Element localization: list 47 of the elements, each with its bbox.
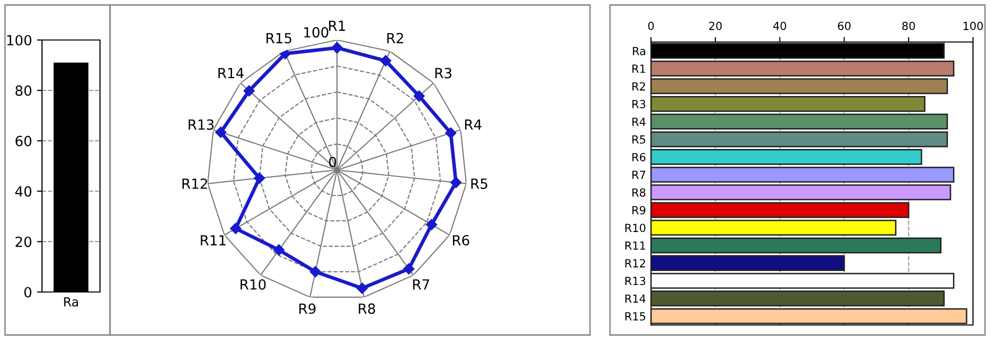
y-tick-label: R6: [632, 152, 646, 162]
bar: [651, 220, 896, 236]
y-tick-label: R11: [625, 242, 646, 250]
x-tick-label: 80: [902, 22, 915, 30]
y-tick-label: Ra: [632, 46, 646, 56]
y-tick-label: 60: [16, 136, 32, 146]
spoke-label: R9: [299, 303, 316, 314]
x-tick-label: 0: [648, 22, 654, 30]
x-tick-label: 40: [773, 22, 786, 30]
spoke-label: R10: [240, 279, 266, 290]
spoke-label: R4: [465, 120, 482, 130]
y-tick-label: R10: [625, 224, 646, 232]
y-tick-label: R4: [632, 118, 646, 126]
spoke-label: R2: [387, 32, 404, 44]
bar: [651, 78, 948, 94]
y-tick-label: R3: [632, 100, 646, 108]
spoke-label: R15: [266, 33, 292, 44]
y-tick-label: 100: [7, 34, 32, 46]
x-tick-label: 60: [838, 22, 851, 30]
spoke-label: R7: [413, 279, 430, 290]
y-tick-label: 0: [24, 286, 32, 298]
spoke-label: R12: [182, 178, 208, 189]
x-tick-label: 20: [709, 22, 722, 30]
spoke-label: R8: [358, 303, 376, 314]
y-tick-label: R1: [632, 64, 646, 73]
y-tick-label: 80: [16, 85, 32, 96]
spoke-label: R6: [452, 235, 470, 246]
spoke-label: R11: [200, 235, 226, 246]
y-tick-label: R12: [625, 259, 646, 268]
y-tick-label: R9: [632, 206, 646, 214]
y-tick-label: R15: [625, 312, 646, 321]
spoke-label: R13: [188, 119, 214, 130]
y-tick-label: R5: [632, 135, 646, 144]
spoke-label: R5: [471, 178, 488, 189]
y-tick-label: 20: [16, 236, 32, 248]
y-tick-label: 40: [15, 186, 32, 197]
spoke-label: R14: [218, 68, 244, 78]
y-tick-label: R7: [632, 170, 646, 179]
spoke-label: R3: [435, 68, 452, 78]
bar: [651, 272, 954, 289]
bar: [651, 131, 948, 148]
x-tick-label: 100: [964, 22, 983, 30]
y-tick-label: R13: [625, 276, 646, 286]
y-tick-label: R8: [632, 188, 646, 197]
y-tick-label: R14: [625, 294, 646, 303]
y-tick-label: R2: [632, 82, 646, 90]
spoke-label: R1: [329, 20, 345, 31]
